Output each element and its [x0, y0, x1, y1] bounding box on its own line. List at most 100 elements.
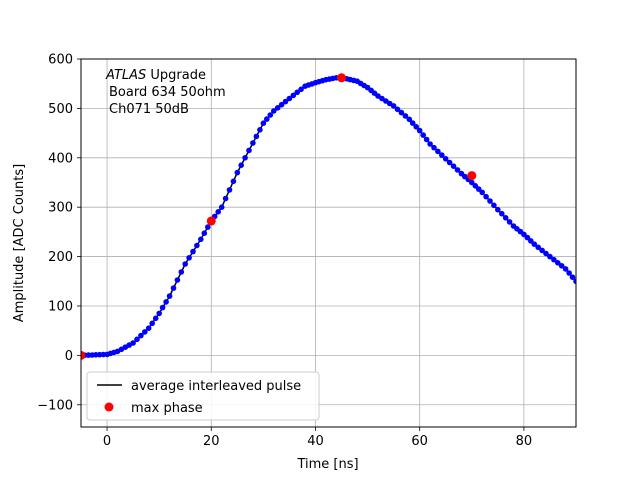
sample-point: [409, 120, 416, 126]
sample-point: [159, 304, 166, 311]
x-tick-label: 80: [516, 434, 533, 449]
annotation-line-1: ATLAS Upgrade: [105, 68, 206, 83]
sample-point: [475, 186, 482, 192]
sample-point: [230, 178, 237, 185]
sample-point: [238, 162, 244, 168]
legend-marker-swatch: [104, 402, 114, 412]
sample-point: [406, 116, 413, 123]
sample-point: [469, 179, 475, 186]
y-tick-label: 100: [48, 299, 73, 314]
y-tick-label: 400: [48, 151, 73, 166]
annotation-atlas: ATLAS: [105, 68, 146, 83]
sample-point: [194, 242, 200, 249]
x-tick-label: 40: [307, 434, 324, 449]
x-tick-label: 60: [411, 434, 428, 449]
y-tick-label: 300: [48, 201, 73, 216]
sample-point: [198, 236, 204, 243]
sample-point: [562, 266, 569, 272]
max-phase-point: [81, 350, 86, 360]
sample-point: [573, 278, 576, 285]
sample-point: [420, 132, 427, 138]
legend-label-average-pulse: average interleaved pulse: [131, 379, 301, 394]
sample-point: [134, 336, 140, 343]
sample-point: [267, 112, 274, 118]
sample-point: [294, 89, 301, 96]
sample-point: [264, 116, 270, 122]
x-axis-title: Time [ns]: [296, 457, 358, 472]
sample-point: [298, 86, 304, 93]
sample-point: [539, 247, 545, 254]
annotation-line-2: Board 634 50ohm: [109, 85, 226, 100]
sample-point: [487, 198, 493, 204]
sample-point: [286, 95, 293, 102]
sample-point: [163, 299, 169, 305]
y-tick-label: 500: [48, 102, 73, 117]
y-tick-label: −100: [37, 398, 73, 413]
plot-data: [81, 73, 576, 360]
sample-point: [566, 270, 572, 276]
sample-point: [290, 92, 297, 99]
sample-point: [138, 332, 144, 339]
annotation-upgrade: Upgrade: [146, 68, 206, 83]
sample-point: [450, 163, 457, 169]
x-tick-label: 20: [203, 434, 220, 449]
sample-point: [502, 215, 509, 221]
sample-point: [246, 147, 252, 154]
legend-label-max-phase: max phase: [131, 401, 203, 416]
sample-point: [282, 98, 289, 105]
legend: average interleaved pulse max phase: [86, 371, 320, 421]
sample-point: [253, 133, 260, 140]
sample-point: [439, 152, 445, 158]
sample-point: [528, 238, 534, 244]
sample-point: [402, 113, 409, 119]
x-tick-label: 0: [103, 434, 111, 449]
y-tick-label: 600: [48, 53, 73, 68]
sample-point: [145, 325, 152, 332]
sample-point: [555, 260, 561, 266]
sample-point: [234, 169, 241, 176]
sample-point: [483, 193, 489, 200]
sample-point: [413, 124, 420, 130]
max-phase-point: [467, 171, 477, 181]
sample-point: [551, 256, 557, 263]
sample-point: [222, 195, 229, 202]
sample-point: [278, 101, 285, 108]
sample-point: [182, 261, 188, 267]
sample-point: [271, 108, 277, 114]
sample-point: [427, 141, 433, 147]
sample-point: [569, 274, 576, 281]
sample-point: [242, 155, 248, 161]
sample-point: [416, 127, 423, 134]
sample-point: [142, 329, 148, 335]
sample-point: [435, 148, 441, 155]
sample-point: [130, 340, 136, 346]
sample-point: [390, 103, 397, 109]
atlas-annotation: ATLAS Upgrade Board 634 50ohm Ch071 50dB: [105, 68, 226, 117]
sample-point: [260, 120, 267, 126]
sample-point: [250, 140, 256, 146]
sample-point: [535, 244, 541, 251]
sample-point: [156, 310, 162, 317]
sample-point: [201, 230, 208, 236]
sample-point: [152, 315, 159, 322]
y-tick-label: 0: [65, 349, 73, 364]
series-group: [81, 73, 576, 360]
max-phase-point: [337, 73, 347, 83]
y-axis-title: Amplitude [ADC Counts]: [12, 164, 27, 322]
sample-point: [174, 277, 181, 283]
sample-point: [543, 250, 549, 257]
sample-point: [274, 105, 281, 111]
sample-point: [499, 210, 505, 217]
sample-point: [442, 156, 449, 162]
y-tick-label: 200: [48, 250, 73, 265]
sample-point: [558, 263, 565, 269]
sample-point: [531, 241, 538, 247]
sample-point: [218, 204, 225, 210]
sample-point: [394, 106, 401, 113]
sample-point: [190, 248, 196, 255]
sample-point: [170, 285, 177, 291]
sample-point: [454, 167, 461, 173]
sample-point: [257, 127, 263, 133]
sample-point: [491, 202, 497, 209]
